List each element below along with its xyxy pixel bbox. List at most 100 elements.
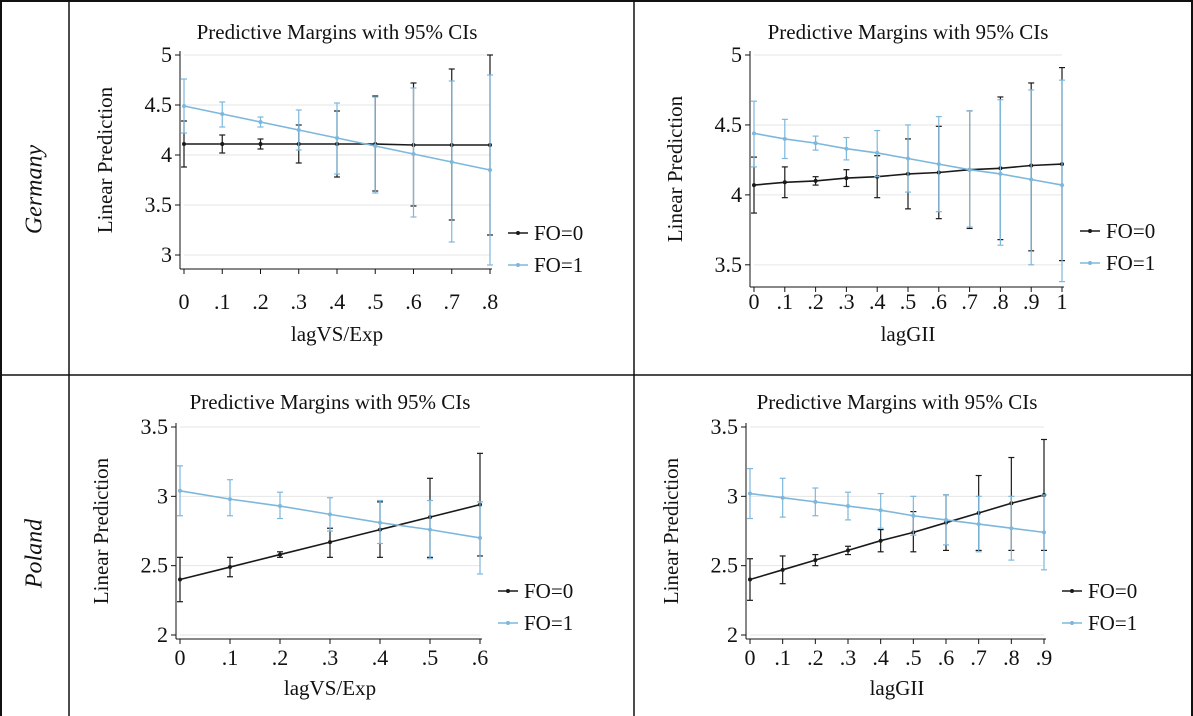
data-point bbox=[478, 535, 482, 540]
legend-marker bbox=[1070, 621, 1074, 625]
x-tick-label: 0 bbox=[749, 289, 760, 314]
x-tick-label: .6 bbox=[405, 289, 422, 314]
data-point bbox=[182, 142, 186, 146]
data-point bbox=[748, 491, 752, 496]
x-tick-label: .1 bbox=[214, 289, 231, 314]
x-tick-label: .9 bbox=[1036, 645, 1053, 670]
y-axis-label: Linear Prediction bbox=[659, 457, 683, 604]
y-tick-label: 3.5 bbox=[145, 192, 173, 217]
series-fo0 bbox=[747, 438, 1047, 601]
x-tick-label: .1 bbox=[774, 645, 791, 670]
x-axis-label: lagVS/Exp bbox=[284, 676, 376, 700]
data-point bbox=[258, 142, 263, 146]
y-tick-label: 3.5 bbox=[141, 414, 169, 439]
x-axis-label: lagVS/Exp bbox=[291, 322, 383, 346]
data-point bbox=[998, 171, 1003, 176]
data-point bbox=[944, 517, 948, 522]
data-point bbox=[780, 495, 785, 500]
x-tick-label: .6 bbox=[938, 645, 955, 670]
data-point bbox=[449, 160, 454, 164]
x-tick-label: .2 bbox=[272, 645, 289, 670]
series-line bbox=[749, 494, 1045, 581]
data-point bbox=[488, 168, 492, 172]
row-label-poland: Poland bbox=[21, 518, 48, 589]
y-tick-label: 3.5 bbox=[715, 252, 743, 277]
x-tick-label: 1 bbox=[1057, 289, 1068, 314]
chart-germany-lagvs-exp: 3 3.5 4 4.5 5 0 .1 .2 .3 .4 .5 .6 .7 .8 Predictive Mar… bbox=[93, 20, 583, 346]
data-point bbox=[813, 178, 818, 183]
data-point bbox=[813, 558, 818, 563]
y-axis-label: Linear Prediction bbox=[89, 457, 113, 604]
y-tick-label: 4.5 bbox=[715, 112, 743, 137]
x-tick-label: .9 bbox=[1023, 289, 1039, 314]
data-point bbox=[878, 508, 883, 513]
legend-label: FO=0 bbox=[524, 579, 573, 603]
x-tick-label: .3 bbox=[291, 289, 308, 314]
x-tick-label: 0 bbox=[179, 289, 190, 314]
data-point bbox=[220, 142, 225, 146]
chart-title: Predictive Margins with 95% CIs bbox=[190, 390, 471, 414]
legend-label: FO=0 bbox=[1088, 579, 1137, 603]
chart-title: Predictive Margins with 95% CIs bbox=[757, 390, 1038, 414]
x-tick-label: .2 bbox=[807, 289, 824, 314]
x-tick-label: .5 bbox=[367, 289, 384, 314]
x-tick-label: .1 bbox=[222, 645, 239, 670]
data-point bbox=[878, 538, 883, 543]
data-point bbox=[782, 180, 787, 185]
y-axis-label: Linear Prediction bbox=[663, 95, 687, 242]
chart-poland-lagvs-exp: 2 2.5 3 3.5 0 .1 .2 .3 .4 .5 .6 Predictive Margins … bbox=[89, 390, 573, 700]
data-point bbox=[1009, 526, 1014, 531]
y-tick-label: 3 bbox=[161, 242, 172, 267]
legend-label: FO=0 bbox=[1106, 219, 1155, 243]
x-tick-label: .5 bbox=[422, 645, 439, 670]
y-tick-label: 2 bbox=[157, 622, 168, 647]
legend-marker bbox=[516, 231, 520, 235]
y-tick-label: 5 bbox=[161, 42, 172, 67]
series-fo1 bbox=[747, 467, 1047, 571]
data-point bbox=[780, 567, 785, 572]
x-tick-label: 0 bbox=[745, 645, 756, 670]
data-point bbox=[846, 504, 850, 509]
x-tick-label: .4 bbox=[872, 645, 889, 670]
y-tick-label: 2.5 bbox=[711, 553, 739, 578]
data-point bbox=[178, 488, 182, 493]
data-point bbox=[335, 136, 339, 140]
x-tick-label: .4 bbox=[869, 289, 886, 314]
data-point bbox=[328, 540, 332, 545]
series-fo1 bbox=[181, 74, 493, 266]
data-point bbox=[844, 176, 849, 181]
data-point bbox=[328, 512, 332, 517]
x-tick-label: .6 bbox=[472, 645, 489, 670]
data-point bbox=[178, 577, 182, 582]
legend-label: FO=1 bbox=[534, 253, 583, 277]
y-tick-label: 4 bbox=[161, 142, 172, 167]
data-point bbox=[844, 146, 849, 151]
x-tick-label: .8 bbox=[1003, 645, 1020, 670]
y-tick-label: 2 bbox=[727, 622, 738, 647]
x-axis-label: lagGII bbox=[881, 322, 936, 346]
data-point bbox=[1029, 177, 1034, 182]
data-point bbox=[1060, 183, 1064, 188]
x-tick-label: .7 bbox=[970, 645, 987, 670]
x-tick-label: .3 bbox=[840, 645, 857, 670]
data-point bbox=[752, 183, 756, 188]
data-point bbox=[967, 167, 972, 172]
data-point bbox=[278, 552, 282, 557]
data-point bbox=[1042, 530, 1046, 535]
x-tick-label: .2 bbox=[807, 645, 824, 670]
data-point bbox=[182, 104, 186, 108]
y-tick-label: 3 bbox=[727, 483, 738, 508]
legend-marker bbox=[1088, 229, 1092, 233]
data-point bbox=[846, 548, 850, 553]
x-tick-label: .3 bbox=[322, 645, 339, 670]
x-tick-label: .4 bbox=[329, 289, 346, 314]
x-tick-label: .5 bbox=[900, 289, 917, 314]
x-tick-label: .3 bbox=[838, 289, 855, 314]
data-point bbox=[911, 513, 916, 518]
y-tick-label: 4 bbox=[731, 182, 742, 207]
x-tick-label: .6 bbox=[931, 289, 948, 314]
y-tick-label: 5 bbox=[731, 42, 742, 67]
x-tick-label: .5 bbox=[905, 645, 922, 670]
x-axis-label: lagGII bbox=[870, 676, 925, 700]
x-tick-label: .7 bbox=[961, 289, 978, 314]
